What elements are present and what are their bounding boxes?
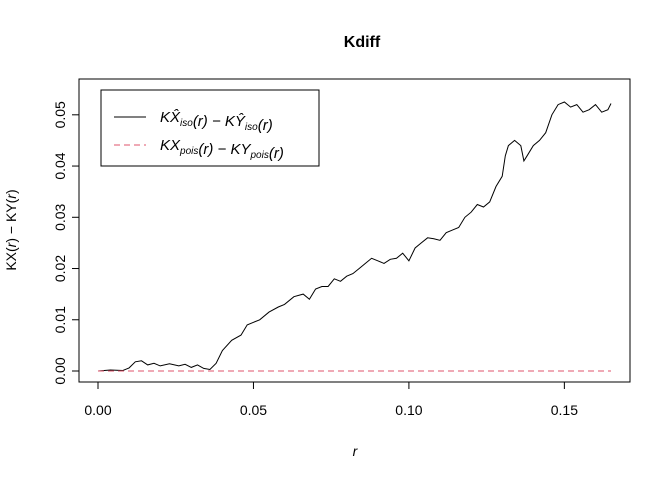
y-axis-label-var1: r	[3, 241, 19, 247]
y-tick-label: 0.00	[52, 357, 68, 384]
legend-text-part: (r) − KŶ	[193, 113, 246, 130]
legend-label: KXpois(r) − KYpois(r)	[160, 137, 284, 162]
legend-subscript: iso	[245, 122, 258, 133]
legend-box	[100, 89, 320, 167]
legend: KX̂iso(r) − KŶiso(r)KXpois(r) − KYpois(…	[100, 89, 320, 167]
x-tick-label: 0.10	[395, 402, 422, 418]
y-tick-label: 0.03	[52, 203, 68, 230]
legend-subscript: iso	[180, 118, 193, 129]
x-tick-label: 0.00	[84, 402, 111, 418]
y-axis: 0.00 0.01 0.02 0.03 0.04 0.05	[52, 101, 80, 385]
series-line-iso	[97, 101, 612, 372]
y-axis-label-mid: ) − KY(	[3, 198, 19, 242]
legend-text-part: (r)	[258, 117, 273, 134]
y-axis-label-tail: )	[3, 189, 19, 194]
chart-title: Kdiff	[344, 34, 381, 51]
legend-text-part: (r) − KY	[198, 141, 251, 158]
series-layer	[97, 101, 612, 372]
legend-subscript: pois	[179, 146, 198, 157]
legend-text-part: KX̂	[160, 109, 181, 126]
legend-text-part: KX	[160, 137, 181, 154]
legend-subscript: pois	[249, 150, 268, 161]
x-tick-label: 0.15	[551, 402, 578, 418]
y-tick-label: 0.04	[52, 152, 68, 179]
x-tick-label: 0.05	[240, 402, 267, 418]
y-axis-label-var2: r	[3, 193, 19, 199]
legend-text-part: (r)	[269, 145, 284, 162]
y-tick-label: 0.01	[52, 306, 68, 333]
x-axis-label: r	[353, 443, 359, 459]
legend-label: KX̂iso(r) − KŶiso(r)	[160, 109, 273, 134]
y-axis-label-lead: KX(	[3, 247, 19, 271]
x-axis: 0.00 0.05 0.10 0.15	[84, 381, 578, 418]
y-tick-label: 0.02	[52, 255, 68, 282]
y-tick-label: 0.05	[52, 101, 68, 128]
y-axis-label: KX(r) − KY(r)	[3, 189, 19, 270]
